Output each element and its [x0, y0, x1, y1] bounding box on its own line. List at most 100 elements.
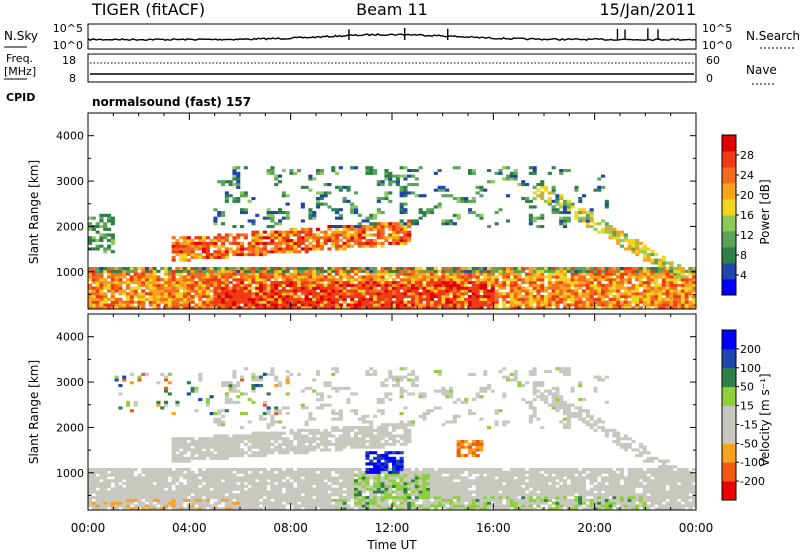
- power-cell: [126, 300, 131, 304]
- power-cell: [270, 269, 275, 273]
- velocity-cell: [304, 484, 309, 488]
- power-cell: [384, 292, 389, 296]
- velocity-cell: [346, 400, 351, 404]
- power-cell: [506, 219, 511, 223]
- power-cell: [433, 171, 438, 175]
- velocity-cell: [228, 454, 233, 458]
- power-cell: [635, 250, 640, 254]
- power-cell: [669, 272, 674, 276]
- power-cell: [137, 281, 142, 285]
- power-cell: [536, 297, 541, 301]
- power-cell: [205, 275, 210, 279]
- velocity-cell: [213, 504, 218, 508]
- power-cell: [563, 216, 568, 220]
- power-cell: [327, 300, 332, 304]
- velocity-cell: [103, 490, 108, 494]
- power-cell: [669, 261, 674, 265]
- power-cell: [251, 303, 256, 307]
- power-cell: [247, 269, 252, 273]
- power-cell: [411, 269, 416, 273]
- velocity-cell: [95, 468, 100, 472]
- power-cell: [183, 267, 188, 271]
- power-cell: [354, 208, 359, 212]
- power-cell: [582, 289, 587, 293]
- power-cell: [585, 295, 590, 299]
- power-cell: [171, 244, 176, 248]
- velocity-cell: [266, 451, 271, 455]
- velocity-cell: [95, 496, 100, 500]
- power-cell: [236, 241, 241, 245]
- power-cell: [259, 239, 264, 243]
- velocity-cell: [270, 493, 275, 497]
- velocity-cell: [202, 476, 207, 480]
- velocity-cell: [323, 440, 328, 444]
- power-cell: [475, 213, 480, 217]
- velocity-cell: [350, 496, 355, 500]
- power-cell: [433, 292, 438, 296]
- velocity-cell: [281, 498, 286, 502]
- power-cell: [107, 269, 112, 273]
- power-cell: [156, 303, 161, 307]
- power-cell: [300, 239, 305, 243]
- velocity-cell: [346, 428, 351, 432]
- power-cell: [563, 169, 568, 173]
- power-cell: [221, 236, 226, 240]
- velocity-cell: [114, 507, 119, 511]
- velocity-cell: [129, 381, 134, 385]
- velocity-cell: [361, 426, 366, 430]
- power-cell: [399, 219, 404, 223]
- power-cell: [658, 292, 663, 296]
- power-cell: [483, 269, 488, 273]
- power-cell: [221, 306, 226, 310]
- velocity-cell: [365, 476, 370, 480]
- power-cell: [270, 250, 275, 254]
- velocity-cell: [126, 470, 131, 474]
- power-cell: [604, 300, 609, 304]
- velocity-cell: [236, 434, 241, 438]
- velocity-cell: [342, 426, 347, 430]
- power-cell: [331, 230, 336, 234]
- power-cell: [122, 269, 127, 273]
- velocity-cell: [228, 386, 233, 390]
- power-cell: [221, 300, 226, 304]
- power-cell: [376, 295, 381, 299]
- velocity-cell: [137, 501, 142, 505]
- noise-left-tick-high: 10^5: [53, 22, 83, 35]
- power-cell: [103, 227, 108, 231]
- power-cell: [316, 303, 321, 307]
- power-cell: [281, 269, 286, 273]
- power-cell: [194, 255, 199, 259]
- velocity-cell: [266, 423, 271, 427]
- power-cell: [354, 286, 359, 290]
- velocity-cell: [145, 507, 150, 511]
- power-cell: [289, 250, 294, 254]
- velocity-cell: [270, 479, 275, 483]
- velocity-cell: [107, 468, 112, 472]
- power-cell: [627, 269, 632, 273]
- power-cell: [430, 297, 435, 301]
- power-cell: [213, 244, 218, 248]
- power-cell: [179, 303, 184, 307]
- velocity-cell: [361, 470, 366, 474]
- power-cell: [646, 292, 651, 296]
- velocity-cell: [331, 498, 336, 502]
- power-cell: [357, 286, 362, 290]
- velocity-cell: [122, 487, 127, 491]
- power-cell: [357, 236, 362, 240]
- velocity-cell: [221, 473, 226, 477]
- velocity-cell: [255, 431, 260, 435]
- velocity-cell: [259, 448, 264, 452]
- velocity-cell: [266, 496, 271, 500]
- velocity-cell: [236, 451, 241, 455]
- velocity-cell: [175, 501, 180, 505]
- power-cell: [316, 300, 321, 304]
- velocity-cell: [285, 498, 290, 502]
- power-cell: [433, 281, 438, 285]
- power-cell: [437, 185, 442, 189]
- velocity-cell: [369, 459, 374, 463]
- power-cell: [224, 286, 229, 290]
- velocity-cell: [99, 490, 104, 494]
- velocity-cell: [285, 487, 290, 491]
- power-cell: [528, 275, 533, 279]
- power-cell: [274, 230, 279, 234]
